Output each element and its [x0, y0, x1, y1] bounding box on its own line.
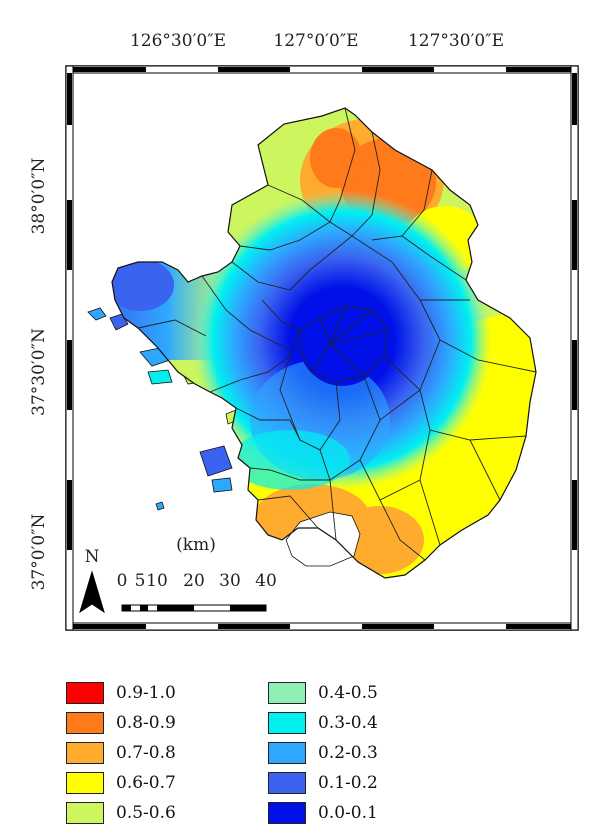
legend-item: 0.7-0.8 [66, 738, 176, 768]
legend-label: 0.7-0.8 [116, 743, 176, 763]
scale-tick-30: 30 [219, 571, 241, 591]
legend-swatch [268, 682, 306, 704]
lat-label-3: 37°0′0″N [29, 513, 49, 590]
lon-label-2: 127°0′0″E [273, 31, 358, 51]
legend-label: 0.6-0.7 [116, 773, 176, 793]
legend-swatch [268, 772, 306, 794]
lat-label-2: 37°30′0″N [29, 328, 49, 416]
legend-swatch [268, 802, 306, 824]
blank-area [285, 511, 361, 567]
legend-label: 0.4-0.5 [318, 683, 378, 703]
scale-tick-10: 10 [146, 571, 168, 591]
legend-label: 0.1-0.2 [318, 773, 378, 793]
legend-swatch [66, 682, 104, 704]
legend-column-left: 0.9-1.0 0.8-0.9 0.7-0.8 0.6-0.7 0.5-0.6 [66, 678, 176, 828]
legend-swatch [268, 712, 306, 734]
legend-item: 0.2-0.3 [268, 738, 378, 768]
legend-label: 0.3-0.4 [318, 713, 378, 733]
legend-label: 0.8-0.9 [116, 713, 176, 733]
north-arrow: N [79, 547, 105, 614]
legend-label: 0.0-0.1 [318, 803, 378, 823]
north-label: N [85, 547, 100, 567]
legend-swatch [66, 802, 104, 824]
scale-unit: (km) [176, 535, 216, 555]
district-boundaries [137, 107, 537, 561]
legend-item: 0.5-0.6 [66, 798, 176, 828]
scale-tick-20: 20 [183, 571, 205, 591]
legend-label: 0.5-0.6 [116, 803, 176, 823]
legend-label: 0.2-0.3 [318, 743, 378, 763]
legend-label: 0.9-1.0 [116, 683, 176, 703]
lat-label-1: 38°0′0″N [29, 157, 49, 234]
legend-swatch [268, 742, 306, 764]
legend-item: 0.8-0.9 [66, 708, 176, 738]
legend: 0.9-1.0 0.8-0.9 0.7-0.8 0.6-0.7 0.5-0.6 … [66, 678, 486, 828]
scale-tick-5: 5 [135, 571, 146, 591]
legend-item: 0.1-0.2 [268, 768, 378, 798]
scale-tick-0: 0 [117, 571, 128, 591]
legend-item: 0.6-0.7 [66, 768, 176, 798]
scale-bar: (km) 0 5 10 20 30 40 [117, 535, 277, 612]
legend-item: 0.9-1.0 [66, 678, 176, 708]
scale-tick-40: 40 [255, 571, 277, 591]
legend-swatch [66, 712, 104, 734]
lon-label-1: 126°30′0″E [130, 31, 226, 51]
legend-swatch [66, 772, 104, 794]
lon-label-3: 127°30′0″E [408, 31, 504, 51]
legend-swatch [66, 742, 104, 764]
legend-item: 0.0-0.1 [268, 798, 378, 828]
legend-item: 0.4-0.5 [268, 678, 378, 708]
legend-item: 0.3-0.4 [268, 708, 378, 738]
legend-column-right: 0.4-0.5 0.3-0.4 0.2-0.3 0.1-0.2 0.0-0.1 [268, 678, 378, 828]
